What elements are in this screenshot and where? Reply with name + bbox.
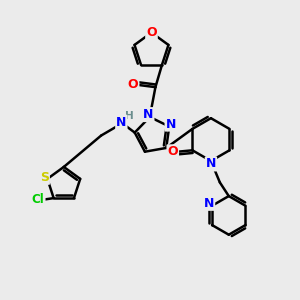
Text: Cl: Cl <box>32 193 45 206</box>
Text: O: O <box>128 78 139 91</box>
Text: N: N <box>116 116 127 129</box>
Text: N: N <box>166 118 176 130</box>
Text: N: N <box>143 108 154 121</box>
Text: S: S <box>40 171 49 184</box>
Text: O: O <box>146 26 157 38</box>
Text: N: N <box>206 158 216 170</box>
Text: O: O <box>167 145 178 158</box>
Text: H: H <box>125 111 134 121</box>
Text: N: N <box>204 197 214 210</box>
